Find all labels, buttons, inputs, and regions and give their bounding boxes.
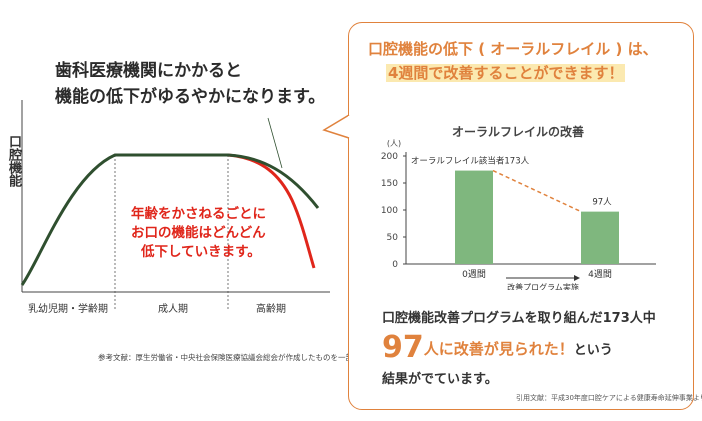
headline-line-1: 口腔機能の低下 ( オーラルフレイル ) は、 [368, 40, 658, 58]
summary-mid-text: 人に改善が見られた！ [423, 340, 574, 358]
summary-big-number: 97 [382, 330, 424, 365]
red-note-line-2: お口の機能はどんどん [131, 225, 266, 241]
red-note-line-3: 低下していきます。 [141, 244, 261, 260]
bar-4週間 [581, 211, 619, 264]
change-dashed-line [492, 169, 582, 213]
summary-line-2: 97人に改善が見られた！という [382, 330, 613, 365]
red-note-line-1: 年齢をかさねるごとに [131, 206, 266, 222]
y-tick-label: 150 [381, 179, 398, 189]
bar-0週間 [455, 170, 493, 264]
speech-bubble-tail [322, 114, 351, 139]
summary-small-text: という [573, 343, 613, 358]
stage-label-childhood: 乳幼児期・学齢期 [28, 304, 108, 315]
summary-line-3: 結果がでています。 [382, 372, 498, 387]
bar-value-label: オーラルフレイル該当者173人 [411, 156, 530, 167]
stage-label-elderly: 高齢期 [256, 304, 286, 315]
caption-line-1: 歯科医療機関にかかると [55, 61, 242, 81]
summary-line-1: 口腔機能改善プログラムを取り組んだ173人中 [382, 311, 656, 326]
program-arrow-label: 改善プログラム実施 [507, 282, 579, 290]
y-tick-label: 0 [392, 260, 398, 270]
right-reference: 引用文献：平成30年度口腔ケアによる健康寿命延伸事業より [516, 394, 702, 402]
x-tick-label: 4週間 [588, 269, 612, 280]
green-dental-curve [20, 153, 320, 286]
headline-line-2: 4週間で改善することができます！ [386, 62, 626, 83]
y-tick-label: 100 [381, 206, 398, 216]
left-reference: 参考文献：厚生労働省・中央社会保険医療協議会総会が作成したものを一部改変 [98, 353, 368, 362]
function-curve-chart [20, 100, 330, 310]
improvement-bar-chart: (人) 0 50 100 150 200 0週間 オーラルフレイル該当者173人 4週間 97人… [381, 139, 656, 290]
y-tick-label: 200 [381, 152, 398, 162]
red-note: 年齢をかさねるごとに お口の機能はどんどん 低下していきます。 [131, 205, 266, 262]
callout-pointer [267, 117, 283, 169]
caption-line-2: 機能の低下がゆるやかになります。 [55, 87, 326, 107]
program-arrow-head [574, 275, 580, 281]
x-tick-label: 0週間 [462, 269, 486, 280]
headline-highlight: 4週間で改善することができます！ [386, 64, 626, 82]
bar-value-label: 97人 [592, 198, 612, 208]
caption-top: 歯科医療機関にかかると 機能の低下がゆるやかになります。 [55, 58, 325, 110]
y-unit-label: (人) [387, 139, 401, 148]
y-axis-label: 口腔機能 [6, 135, 21, 187]
stage-label-adult: 成人期 [158, 304, 188, 315]
y-tick-label: 50 [387, 233, 399, 243]
chart-title: オーラルフレイルの改善 [452, 125, 585, 139]
